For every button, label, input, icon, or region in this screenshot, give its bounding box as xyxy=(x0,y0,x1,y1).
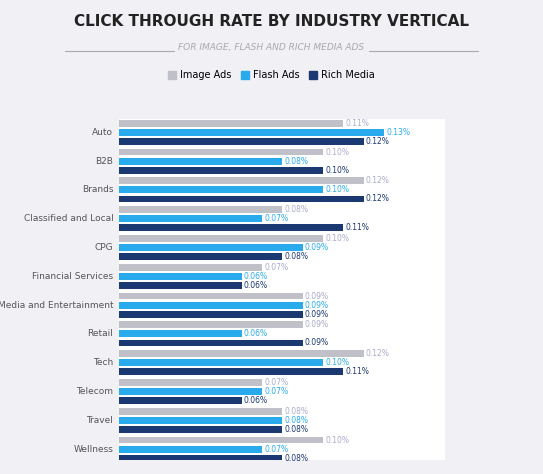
Bar xyxy=(119,379,262,386)
Text: 0.12%: 0.12% xyxy=(366,194,390,203)
Text: 0.06%: 0.06% xyxy=(244,272,268,281)
Text: 0.09%: 0.09% xyxy=(305,310,329,319)
Bar xyxy=(119,158,282,164)
Bar xyxy=(119,138,364,145)
Bar xyxy=(119,206,282,213)
Text: 0.10%: 0.10% xyxy=(325,147,349,156)
Text: 0.07%: 0.07% xyxy=(264,263,288,272)
Bar xyxy=(119,273,242,280)
Bar xyxy=(119,321,303,328)
Text: Travel: Travel xyxy=(86,416,113,425)
Bar xyxy=(119,397,242,404)
Bar xyxy=(119,177,364,184)
Text: 0.07%: 0.07% xyxy=(264,387,288,396)
Text: 0.10%: 0.10% xyxy=(325,436,349,445)
Bar xyxy=(119,311,303,318)
Text: Financial Services: Financial Services xyxy=(32,272,113,281)
Text: B2B: B2B xyxy=(96,156,113,165)
Text: 0.07%: 0.07% xyxy=(264,378,288,387)
Bar xyxy=(119,339,303,346)
Text: 0.10%: 0.10% xyxy=(325,185,349,194)
Text: Media and Entertainment: Media and Entertainment xyxy=(0,301,113,310)
Bar xyxy=(119,446,262,453)
Text: CPG: CPG xyxy=(94,243,113,252)
Text: 0.09%: 0.09% xyxy=(305,301,329,310)
Legend: Image Ads, Flash Ads, Rich Media: Image Ads, Flash Ads, Rich Media xyxy=(165,66,378,84)
Text: 0.08%: 0.08% xyxy=(285,205,308,214)
Bar xyxy=(119,253,282,260)
Text: 0.09%: 0.09% xyxy=(305,338,329,347)
Text: 0.09%: 0.09% xyxy=(305,292,329,301)
Bar xyxy=(119,368,343,375)
Text: 0.10%: 0.10% xyxy=(325,234,349,243)
Text: 0.11%: 0.11% xyxy=(345,223,369,232)
Text: 0.10%: 0.10% xyxy=(325,165,349,174)
Bar xyxy=(119,167,323,173)
Text: 0.10%: 0.10% xyxy=(325,358,349,367)
Text: 0.06%: 0.06% xyxy=(244,329,268,338)
Bar xyxy=(119,224,343,231)
Text: CLICK THROUGH RATE BY INDUSTRY VERTICAL: CLICK THROUGH RATE BY INDUSTRY VERTICAL xyxy=(74,14,469,29)
Text: 0.12%: 0.12% xyxy=(366,349,390,358)
Bar xyxy=(119,148,323,155)
Text: 0.09%: 0.09% xyxy=(305,320,329,329)
Bar xyxy=(119,264,262,271)
Bar xyxy=(119,282,242,289)
Bar xyxy=(119,301,303,309)
Text: 0.07%: 0.07% xyxy=(264,214,288,223)
Text: Brands: Brands xyxy=(82,185,113,194)
Bar xyxy=(119,359,323,366)
Text: 0.08%: 0.08% xyxy=(285,416,308,425)
Bar xyxy=(119,408,282,415)
Bar xyxy=(119,186,323,193)
Bar xyxy=(119,292,303,300)
Text: Auto: Auto xyxy=(92,128,113,137)
Bar xyxy=(119,455,282,462)
Text: Classified and Local: Classified and Local xyxy=(23,214,113,223)
Text: 0.13%: 0.13% xyxy=(386,128,410,137)
Bar xyxy=(119,388,262,395)
Text: Tech: Tech xyxy=(93,358,113,367)
Text: 0.08%: 0.08% xyxy=(285,425,308,434)
Text: 0.08%: 0.08% xyxy=(285,252,308,261)
Bar xyxy=(119,330,242,337)
Bar xyxy=(119,195,364,202)
Bar xyxy=(119,129,384,136)
Bar xyxy=(119,215,262,222)
Bar xyxy=(119,120,343,127)
Bar xyxy=(119,244,303,251)
Text: 0.12%: 0.12% xyxy=(366,176,390,185)
Text: 0.08%: 0.08% xyxy=(285,156,308,165)
Text: FOR IMAGE, FLASH AND RICH MEDIA ADS: FOR IMAGE, FLASH AND RICH MEDIA ADS xyxy=(179,43,364,52)
Bar xyxy=(119,437,323,444)
Text: 0.07%: 0.07% xyxy=(264,445,288,454)
Text: Wellness: Wellness xyxy=(73,445,113,454)
Text: 0.09%: 0.09% xyxy=(305,243,329,252)
Text: 0.08%: 0.08% xyxy=(285,454,308,463)
Text: 0.08%: 0.08% xyxy=(285,407,308,416)
Bar xyxy=(119,417,282,424)
Text: Retail: Retail xyxy=(87,329,113,338)
Bar xyxy=(119,426,282,433)
Bar xyxy=(119,235,323,242)
Text: 0.06%: 0.06% xyxy=(244,396,268,405)
Text: Telecom: Telecom xyxy=(77,387,113,396)
Text: 0.11%: 0.11% xyxy=(345,118,369,128)
Text: 0.12%: 0.12% xyxy=(366,137,390,146)
Text: 0.11%: 0.11% xyxy=(345,367,369,376)
Text: 0.06%: 0.06% xyxy=(244,281,268,290)
Bar xyxy=(119,350,364,357)
